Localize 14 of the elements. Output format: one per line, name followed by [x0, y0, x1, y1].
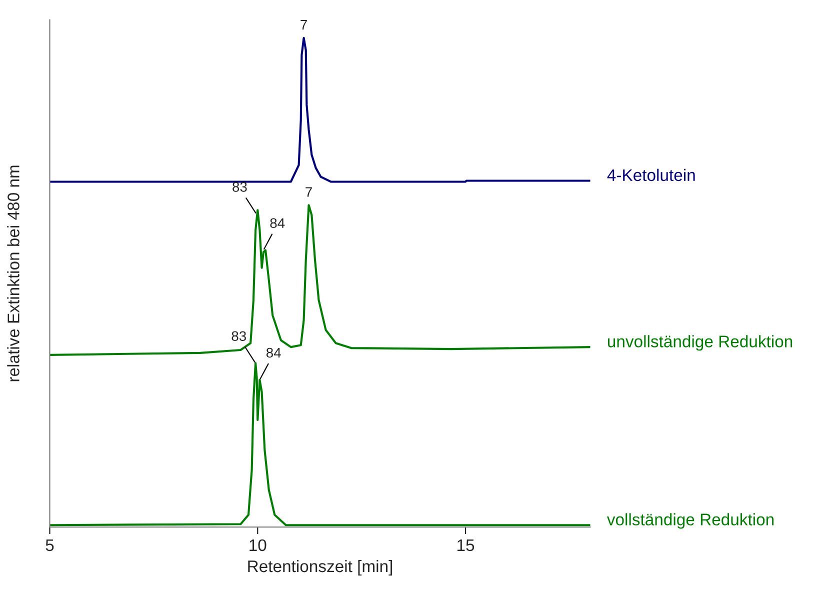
x-tick-label: 15: [458, 539, 474, 552]
annotation: 83: [232, 182, 247, 192]
x-tick-label: 5: [46, 539, 54, 552]
annotation: 7: [300, 20, 307, 30]
annotation: 7: [306, 187, 312, 197]
x-axis-title: Retentionszeit [min]: [248, 560, 392, 576]
series-label: unvollständige Reduktion: [608, 335, 792, 351]
x-tick-label: 10: [250, 539, 266, 552]
annotation: 84: [270, 218, 285, 228]
annotation: 84: [266, 348, 281, 358]
annotation: 83: [232, 331, 246, 342]
y-axis-title: relative Extinktion bei 480 nm: [7, 166, 20, 382]
series-label: 4-Ketolutein: [607, 168, 695, 182]
series-label: vollständige Reduktion: [606, 513, 774, 529]
